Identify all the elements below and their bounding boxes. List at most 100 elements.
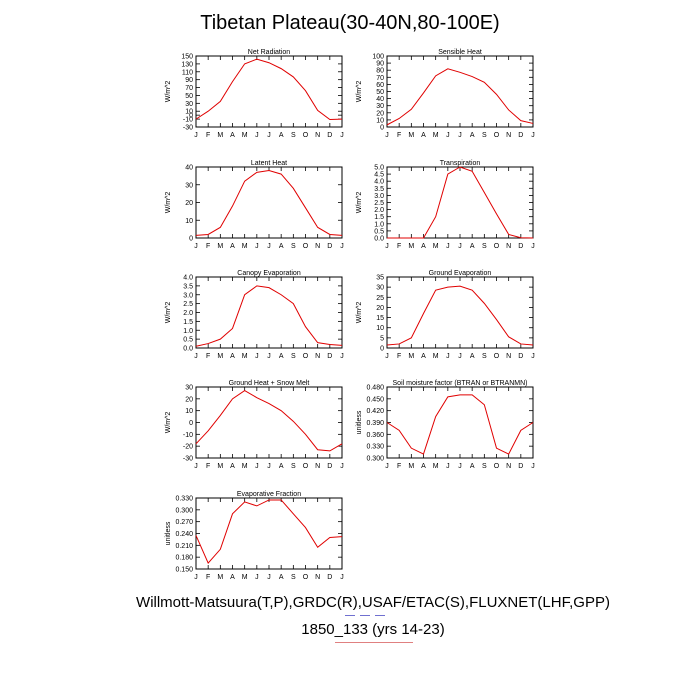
y-tick-label: 10 xyxy=(185,109,193,116)
y-axis-label: W/m^2 xyxy=(165,81,172,103)
y-tick-label: 90 xyxy=(376,61,384,68)
y-tick-label: 5.0 xyxy=(374,165,384,172)
y-tick-label: 20 xyxy=(376,110,384,117)
x-tick-label: J xyxy=(531,463,535,470)
x-tick-label: S xyxy=(482,243,487,250)
footer-case-line: 1850_133 (yrs 14-23) xyxy=(301,621,445,638)
x-tick-label: J xyxy=(531,243,535,250)
x-tick-label: A xyxy=(279,243,284,250)
x-tick-label: S xyxy=(482,463,487,470)
x-tick-label: J xyxy=(340,574,344,581)
y-tick-label: 0.5 xyxy=(183,337,193,344)
x-tick-label: A xyxy=(470,463,475,470)
y-tick-label: 3.0 xyxy=(183,292,193,299)
y-tick-label: 150 xyxy=(181,54,193,61)
x-tick-label: M xyxy=(433,463,439,470)
x-tick-label: J xyxy=(340,463,344,470)
y-tick-label: 0 xyxy=(189,420,193,427)
x-tick-label: J xyxy=(267,463,271,470)
y-axis-label: unitless xyxy=(356,410,363,434)
x-tick-label: O xyxy=(494,463,500,470)
x-tick-label: A xyxy=(279,574,284,581)
x-tick-label: J xyxy=(446,463,450,470)
y-tick-label: 0.0 xyxy=(374,236,384,243)
y-tick-label: 80 xyxy=(376,68,384,75)
y-tick-label: 3.5 xyxy=(374,186,384,193)
x-tick-label: J xyxy=(385,353,389,360)
y-tick-label: 2.5 xyxy=(374,200,384,207)
x-tick-label: F xyxy=(397,243,401,250)
x-tick-label: S xyxy=(482,132,487,139)
x-tick-label: S xyxy=(482,353,487,360)
x-tick-label: J xyxy=(446,353,450,360)
x-tick-label: A xyxy=(230,243,235,250)
y-tick-label: 0.480 xyxy=(366,385,384,392)
x-tick-label: O xyxy=(494,243,500,250)
x-tick-label: N xyxy=(315,243,320,250)
x-tick-label: J xyxy=(255,132,259,139)
x-tick-label: F xyxy=(397,353,401,360)
y-tick-label: 20 xyxy=(185,396,193,403)
x-tick-label: S xyxy=(291,463,296,470)
x-tick-label: F xyxy=(206,243,210,250)
y-tick-label: -10 xyxy=(183,432,193,439)
x-tick-label: N xyxy=(315,463,320,470)
x-tick-label: J xyxy=(267,574,271,581)
y-tick-label: 1.0 xyxy=(183,328,193,335)
footer-rule-blue-2 xyxy=(360,615,370,616)
x-tick-label: A xyxy=(470,353,475,360)
y-axis-label: W/m^2 xyxy=(356,302,363,324)
x-tick-label: A xyxy=(470,243,475,250)
plot-frame xyxy=(195,166,343,239)
panel-title: Ground Evaporation xyxy=(429,270,492,277)
y-tick-label: 30 xyxy=(185,101,193,108)
y-tick-label: 30 xyxy=(376,285,384,292)
y-axis-label: W/m^2 xyxy=(356,81,363,103)
x-tick-label: M xyxy=(242,463,248,470)
y-tick-label: 10 xyxy=(185,408,193,415)
x-tick-label: N xyxy=(506,463,511,470)
y-tick-label: 35 xyxy=(376,275,384,282)
y-tick-label: 40 xyxy=(185,165,193,172)
series-line xyxy=(386,285,534,346)
y-tick-label: 0 xyxy=(380,125,384,132)
y-tick-label: -30 xyxy=(183,456,193,463)
x-tick-label: A xyxy=(421,243,426,250)
x-tick-label: S xyxy=(291,353,296,360)
y-tick-label: 25 xyxy=(376,295,384,302)
x-tick-label: J xyxy=(531,132,535,139)
plot-frame xyxy=(386,166,534,239)
x-tick-label: M xyxy=(242,132,248,139)
x-tick-label: F xyxy=(397,132,401,139)
series-line xyxy=(195,389,343,452)
x-tick-label: J xyxy=(267,132,271,139)
x-tick-label: J xyxy=(194,353,198,360)
y-tick-label: 60 xyxy=(376,82,384,89)
panel-title: Transpiration xyxy=(440,160,481,167)
x-tick-label: M xyxy=(217,243,223,250)
panel-title: Net Radiation xyxy=(248,49,291,56)
series-line xyxy=(387,166,534,239)
y-tick-label: 30 xyxy=(185,182,193,189)
y-tick-label: 3.0 xyxy=(374,193,384,200)
y-tick-label: 0.300 xyxy=(366,456,384,463)
x-tick-label: N xyxy=(506,243,511,250)
x-tick-label: J xyxy=(531,353,535,360)
series-line xyxy=(195,58,343,121)
y-tick-label: 20 xyxy=(185,200,193,207)
x-tick-label: A xyxy=(279,132,284,139)
plot-frame xyxy=(195,386,343,459)
x-tick-label: J xyxy=(255,463,259,470)
y-axis-label: W/m^2 xyxy=(356,192,363,214)
x-tick-label: D xyxy=(327,463,332,470)
x-tick-label: N xyxy=(315,353,320,360)
y-tick-label: 0 xyxy=(189,113,193,120)
x-tick-label: A xyxy=(421,353,426,360)
x-tick-label: M xyxy=(433,243,439,250)
x-tick-label: J xyxy=(340,132,344,139)
y-tick-label: 10 xyxy=(185,218,193,225)
panel-title: Evaporative Fraction xyxy=(237,491,301,498)
x-tick-label: J xyxy=(385,463,389,470)
